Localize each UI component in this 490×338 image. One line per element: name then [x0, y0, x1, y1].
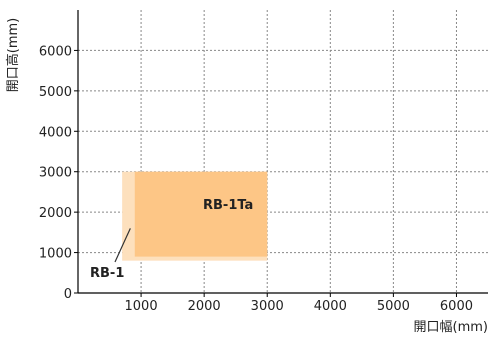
x-tick-label: 5000 [377, 299, 410, 314]
y-tick-label: 4000 [39, 125, 72, 140]
x-tick-label: 6000 [440, 299, 473, 314]
rb-1-leader-line [114, 228, 131, 263]
y-tick-label: 3000 [39, 166, 72, 181]
y-tick-label: 0 [64, 287, 72, 302]
regions [122, 171, 268, 261]
y-tick-label: 5000 [39, 85, 72, 100]
y-tick-label: 6000 [39, 44, 72, 59]
x-axis-label: 開口幅(mm) [414, 320, 488, 335]
y-axis-label: 開口高(mm) [5, 18, 21, 92]
x-tick-label: 1000 [125, 299, 158, 314]
x-tick-label: 2000 [188, 299, 221, 314]
region-rb-1ta [134, 171, 268, 257]
axes [77, 10, 488, 294]
y-tick-label: 1000 [39, 247, 72, 262]
region-label-rb-1ta: RB-1Ta [203, 198, 253, 213]
x-tick-label: 3000 [251, 299, 284, 314]
x-tick-label: 4000 [314, 299, 347, 314]
region-label-rb-1: RB-1 [90, 266, 124, 281]
ticks: 1000 2000 3000 4000 5000 6000 0 1000 2000 3000 400… [39, 44, 473, 314]
y-tick-label: 2000 [39, 206, 72, 221]
